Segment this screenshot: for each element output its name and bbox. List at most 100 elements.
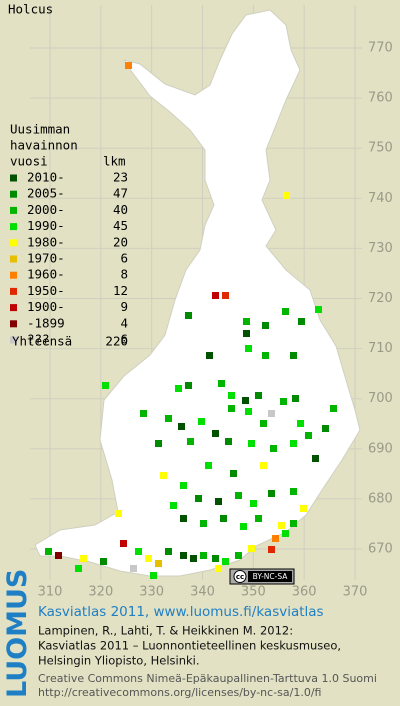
y-tick-label: 740 [368, 191, 393, 206]
y-tick-label: 700 [368, 391, 393, 406]
observation-square [315, 306, 322, 313]
x-tick-label: 330 [139, 585, 164, 600]
citation-line: Helsingin Yliopisto, Helsinki. [38, 654, 200, 668]
observation-square [205, 462, 212, 469]
observation-square [300, 505, 307, 512]
observation-square [155, 560, 162, 567]
observation-square [130, 565, 137, 572]
observation-square [250, 500, 257, 507]
observation-square [215, 565, 222, 572]
observation-square [212, 292, 219, 299]
observation-square [268, 490, 275, 497]
legend-label: 1950- [27, 283, 65, 298]
legend-heading: Uusimman [10, 122, 70, 137]
badge-circle [233, 570, 247, 583]
observation-square [290, 488, 297, 495]
observation-square [260, 420, 267, 427]
x-tick-label: 350 [241, 585, 266, 600]
observation-square [190, 555, 197, 562]
legend-count: 20 [113, 234, 128, 249]
x-tick-label: 360 [292, 585, 317, 600]
observation-square [260, 462, 267, 469]
observation-square [195, 495, 202, 502]
observation-square [228, 405, 235, 412]
legend-swatch [10, 287, 17, 295]
observation-square [292, 395, 299, 402]
legend-swatch [10, 336, 17, 344]
observation-square [198, 418, 205, 425]
y-tick-label: 680 [368, 491, 393, 506]
coordinate-ticks: 310 320 330 340 350 360 370 670 680 690 700 710 720 7… [38, 41, 393, 600]
observation-square [45, 548, 52, 555]
observation-square [322, 425, 329, 432]
license-badge: cc BY-NC-SA [229, 568, 295, 585]
observation-square [248, 440, 255, 447]
observation-square [290, 440, 297, 447]
observation-square [242, 397, 249, 404]
y-tick-label: 730 [368, 241, 393, 256]
observation-square [290, 352, 297, 359]
observation-square [330, 405, 337, 412]
legend-total: 220 [105, 334, 128, 349]
legend-label: ??? [27, 332, 50, 347]
legend-label: -1899 [27, 315, 65, 330]
observation-square [215, 498, 222, 505]
legend-label: 2000- [27, 202, 65, 217]
observation-square [255, 515, 262, 522]
x-tick-label: 340 [190, 585, 215, 600]
observation-square [115, 510, 122, 517]
observation-square [262, 352, 269, 359]
observation-square [243, 330, 250, 337]
observation-square [135, 548, 142, 555]
footer-headline: Kasviatlas 2011, www.luomus.fi/kasviatla… [38, 604, 324, 620]
observation-square [262, 322, 269, 329]
observation-square [206, 352, 213, 359]
legend-label: 1960- [27, 267, 65, 282]
logo: LUOMUS [2, 569, 33, 698]
license-line: Creative Commons Nimeä-Epäkaupallinen-Ta… [38, 672, 377, 685]
observation-square [220, 515, 227, 522]
legend-swatch [10, 206, 17, 214]
observation-square [282, 530, 289, 537]
observation-square [305, 432, 312, 439]
observation-square [235, 552, 242, 559]
observation-square [212, 555, 219, 562]
x-tick-label: 320 [88, 585, 113, 600]
legend-total-label: Yhteensä [12, 334, 72, 349]
legend-heading: vuosi [10, 154, 48, 169]
observation-square [245, 408, 252, 415]
legend-count: 40 [113, 202, 128, 217]
observation-square [185, 312, 192, 319]
observation-square [180, 552, 187, 559]
observation-square [255, 392, 262, 399]
y-tick-label: 670 [368, 542, 393, 557]
y-tick-label: 750 [368, 141, 393, 156]
legend-count: 8 [120, 267, 128, 282]
legend-label: 2010- [27, 170, 65, 185]
observation-square [180, 482, 187, 489]
observation-square [175, 385, 182, 392]
observation-square [222, 558, 229, 565]
observation-square [268, 410, 275, 417]
legend-count: 6 [120, 332, 128, 347]
y-tick-label: 770 [368, 41, 393, 56]
legend-swatch [10, 271, 17, 279]
citation-line: Kasviatlas 2011 – Luonnontieteellinen ke… [38, 639, 341, 653]
observation-square [150, 572, 157, 579]
observation-square [165, 415, 172, 422]
observation-square [272, 535, 279, 542]
observation-square [290, 520, 297, 527]
legend-heading: havainnon [10, 138, 78, 153]
y-tick-label: 720 [368, 291, 393, 306]
observation-square [180, 515, 187, 522]
legend-count-heading: lkm [103, 154, 126, 169]
observation-square [297, 420, 304, 427]
observation-square [80, 555, 87, 562]
legend-label: 2005- [27, 186, 65, 201]
legend-swatch [10, 174, 17, 182]
observation-square [218, 380, 225, 387]
observation-square [243, 318, 250, 325]
observation-square [200, 552, 207, 559]
